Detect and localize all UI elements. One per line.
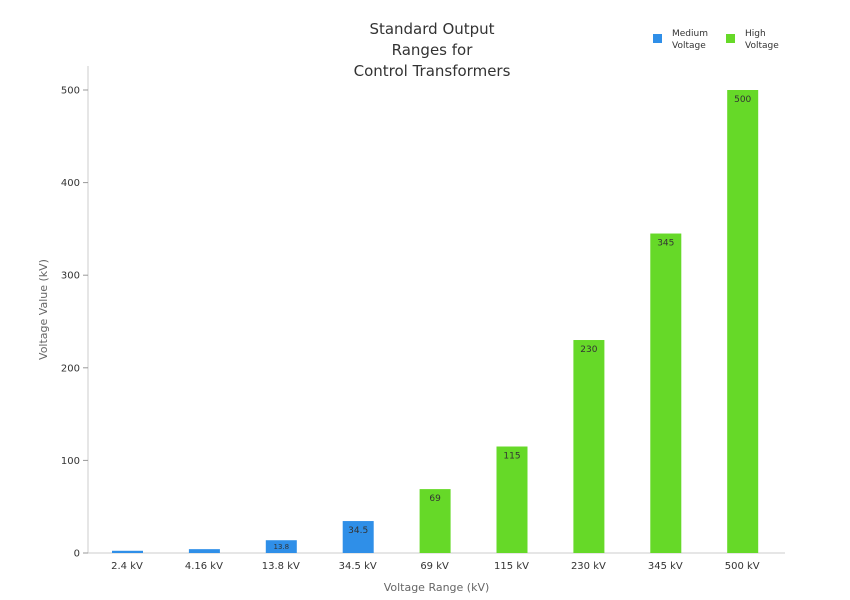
data-label: 345 [657,239,674,249]
y-tick-label: 400 [61,178,80,189]
legend-item: Medium Voltage [653,29,708,51]
legend-swatch [653,34,662,43]
data-label: 34.5 [348,526,368,536]
y-tick-label: 100 [61,456,80,467]
bar [419,489,451,553]
bar [188,549,220,553]
x-tick-label: 69 kV [420,561,449,572]
chart-title-line: Control Transformers [354,62,511,80]
x-tick-label: 500 kV [725,561,760,572]
x-tick-label: 115 kV [494,561,529,572]
y-tick-label: 200 [61,363,80,374]
legend-label: Medium [672,29,708,39]
chart-title-line: Ranges for [392,41,474,59]
chart-title-line: Standard Output [369,20,494,38]
legend-swatch [726,34,735,43]
bars [112,90,759,553]
data-label: 500 [734,95,751,105]
x-tick-label: 34.5 kV [339,561,377,572]
x-tick-label: 4.16 kV [185,561,223,572]
data-label: 69 [429,494,441,504]
bar [496,446,528,553]
data-label: 115 [503,452,520,462]
legend: Medium Voltage High Voltage [653,29,779,51]
y-axis-title: Voltage Value (kV) [37,259,50,360]
bar [650,233,682,553]
legend-label: High [745,29,766,39]
chart-title: Standard Output Ranges for Control Transfo… [354,20,511,80]
y-tick-label: 300 [61,271,80,282]
x-tick-label: 13.8 kV [262,561,300,572]
legend-label: Voltage [672,41,706,51]
bar [727,90,759,553]
x-axis-title: Voltage Range (kV) [384,581,490,594]
bar [573,340,605,553]
bar [265,540,297,553]
bar [112,550,143,553]
y-tick-label: 0 [74,549,80,560]
data-labels: 13.8 34.5 69 115 230 345 500 [274,95,752,551]
x-tick-label: 2.4 kV [111,561,143,572]
x-tick-label: 230 kV [571,561,606,572]
x-axis: 2.4 kV 4.16 kV 13.8 kV 34.5 kV 69 kV 115 kV 23… [88,552,785,572]
legend-item: High Voltage [726,29,779,51]
y-tick-label: 500 [61,86,80,97]
y-axis: 0 100 200 300 400 500 [61,66,89,560]
x-tick-label: 345 kV [648,561,683,572]
legend-label: Voltage [745,41,779,51]
data-label: 230 [580,345,597,355]
bar [342,521,374,553]
data-label: 13.8 [274,543,290,551]
